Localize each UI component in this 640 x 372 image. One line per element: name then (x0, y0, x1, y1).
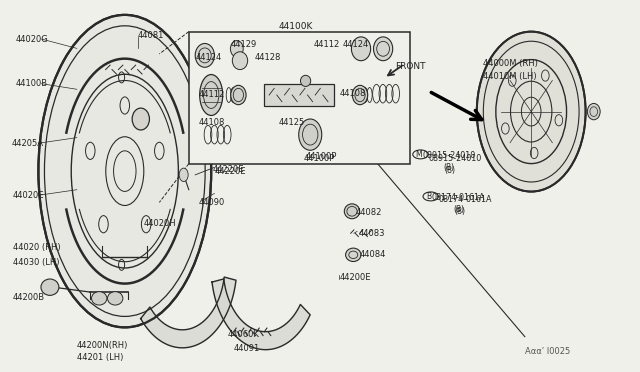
Ellipse shape (179, 168, 188, 182)
Text: 44020H: 44020H (144, 219, 177, 228)
Ellipse shape (132, 108, 150, 130)
Text: 44084: 44084 (360, 250, 386, 259)
Text: 44200N(RH): 44200N(RH) (77, 341, 128, 350)
Ellipse shape (230, 41, 243, 57)
Ellipse shape (232, 52, 248, 70)
Ellipse shape (38, 15, 211, 327)
Text: 44100B: 44100B (16, 79, 48, 88)
Text: 08174-0161A: 08174-0161A (438, 195, 492, 204)
Ellipse shape (200, 74, 223, 115)
Ellipse shape (588, 103, 600, 120)
FancyBboxPatch shape (264, 84, 334, 106)
Text: 08915-24010: 08915-24010 (429, 154, 482, 163)
Text: Aαα’ l0025: Aαα’ l0025 (525, 347, 570, 356)
Ellipse shape (230, 85, 246, 105)
Text: 44200B: 44200B (13, 293, 45, 302)
Text: B: B (426, 192, 431, 201)
Text: 44205A: 44205A (12, 139, 44, 148)
Text: 44020E: 44020E (13, 191, 44, 200)
Ellipse shape (344, 204, 360, 219)
Text: 44220E: 44220E (213, 165, 244, 174)
Text: 44125: 44125 (278, 118, 305, 127)
Text: 44200E: 44200E (339, 273, 371, 282)
Polygon shape (141, 277, 236, 348)
Text: 08915-24010: 08915-24010 (422, 151, 476, 160)
Text: 44000M (RH): 44000M (RH) (483, 59, 538, 68)
Polygon shape (212, 279, 310, 350)
Text: 44112: 44112 (314, 40, 340, 49)
Text: 44083: 44083 (358, 229, 385, 238)
Text: 44108: 44108 (339, 89, 365, 97)
Text: (8): (8) (454, 207, 465, 216)
Text: 44124: 44124 (195, 53, 221, 62)
Text: 44020G: 44020G (16, 35, 49, 44)
Text: 44128: 44128 (255, 53, 281, 62)
Text: 44082: 44082 (355, 208, 381, 217)
Ellipse shape (374, 37, 393, 61)
Ellipse shape (346, 248, 361, 262)
Ellipse shape (299, 119, 322, 150)
Text: 44091: 44091 (234, 344, 260, 353)
Text: M: M (415, 150, 422, 159)
Text: 44201 (LH): 44201 (LH) (77, 353, 123, 362)
Text: 44060K: 44060K (227, 330, 259, 339)
Ellipse shape (108, 292, 123, 305)
Text: FRONT: FRONT (396, 62, 426, 71)
Text: 44081: 44081 (138, 31, 164, 40)
Text: 44100P: 44100P (304, 154, 335, 163)
Text: 44100P: 44100P (306, 152, 337, 161)
Text: 44100K: 44100K (278, 22, 313, 31)
Ellipse shape (92, 292, 107, 305)
Text: (8): (8) (453, 205, 464, 214)
Ellipse shape (301, 75, 311, 86)
Text: (8): (8) (445, 166, 456, 174)
Text: 44090: 44090 (198, 198, 225, 207)
Text: 44220E: 44220E (214, 167, 246, 176)
Text: 44020 (RH): 44020 (RH) (13, 243, 60, 252)
Text: 44112: 44112 (198, 90, 225, 99)
Text: 44108: 44108 (198, 118, 225, 127)
Text: 44010M (LH): 44010M (LH) (483, 72, 537, 81)
Ellipse shape (352, 85, 368, 105)
Text: 08174-0161A: 08174-0161A (432, 193, 486, 202)
Ellipse shape (41, 279, 59, 295)
Text: 44124: 44124 (342, 40, 369, 49)
Ellipse shape (195, 44, 214, 67)
Ellipse shape (351, 37, 371, 61)
Text: 44030 (LH): 44030 (LH) (13, 258, 60, 267)
Text: 44129: 44129 (230, 40, 257, 49)
Text: (8): (8) (444, 163, 454, 172)
FancyBboxPatch shape (189, 32, 410, 164)
Ellipse shape (477, 32, 586, 192)
